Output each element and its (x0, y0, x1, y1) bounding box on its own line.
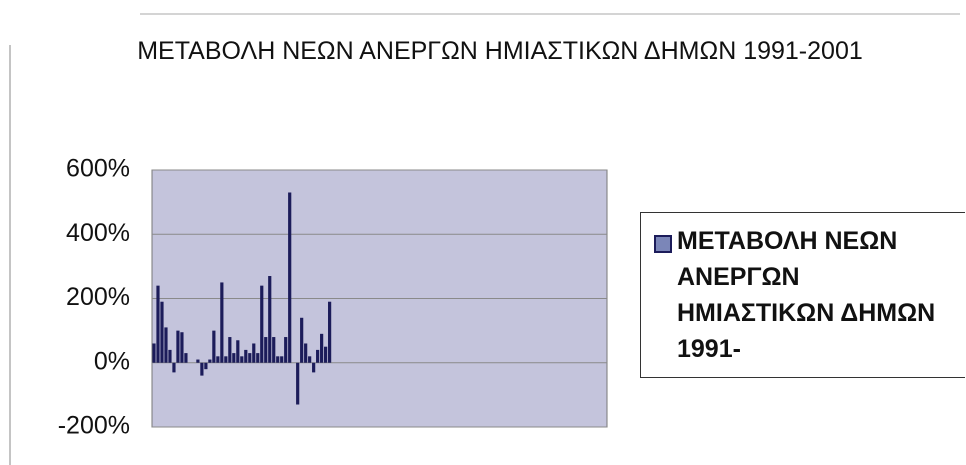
bar (216, 356, 220, 363)
bar (244, 349, 248, 363)
y-tick-label: -200% (58, 412, 130, 440)
bar (272, 337, 276, 363)
bar (304, 343, 308, 363)
bar (180, 332, 184, 363)
bar (200, 362, 204, 376)
y-tick-label: 0% (94, 347, 130, 375)
y-tick-label: 200% (66, 283, 130, 311)
bar (276, 356, 280, 363)
bar (256, 353, 260, 363)
bar (308, 356, 312, 363)
chart-title: ΜΕΤΑΒΟΛΗ ΝΕΩΝ ΑΝΕΡΓΩΝ ΗΜΙΑΣΤΙΚΩΝ ΔΗΜΩΝ 1… (137, 37, 863, 65)
bar (152, 343, 156, 363)
bar (264, 337, 268, 363)
bar (280, 356, 284, 363)
bar (300, 317, 304, 363)
legend-label: ΜΕΤΑΒΟΛΗ ΝΕΩΝ ΑΝΕΡΓΩΝ ΗΜΙΑΣΤΙΚΩΝ ΔΗΜΩΝ 1… (677, 227, 936, 363)
bar (252, 343, 256, 363)
bar (288, 192, 292, 363)
bar (160, 301, 164, 363)
legend: ΜΕΤΑΒΟΛΗ ΝΕΩΝ ΑΝΕΡΓΩΝ ΗΜΙΑΣΤΙΚΩΝ ΔΗΜΩΝ 1… (640, 212, 965, 378)
bar (260, 285, 264, 363)
y-tick-label: 400% (66, 219, 130, 247)
bar (172, 362, 176, 373)
bar (168, 349, 172, 363)
bar (248, 353, 252, 363)
bar (284, 337, 288, 363)
bar (232, 353, 236, 363)
bar (328, 301, 332, 363)
bar (240, 356, 244, 363)
bar (156, 285, 160, 363)
bar (184, 353, 188, 363)
bar (324, 346, 328, 363)
legend-swatch (654, 235, 672, 253)
bar (208, 359, 212, 363)
bar (316, 349, 320, 363)
bar (312, 362, 316, 373)
bar (268, 276, 272, 363)
bar (212, 330, 216, 363)
bar (224, 356, 228, 363)
bar (236, 340, 240, 363)
y-tick-label: 600% (66, 155, 130, 183)
bar (204, 362, 208, 370)
bar (176, 330, 180, 363)
bar (196, 359, 200, 363)
bar (296, 362, 300, 405)
bar (228, 337, 232, 363)
bar (164, 327, 168, 363)
bar (320, 333, 324, 363)
bar (220, 282, 224, 363)
